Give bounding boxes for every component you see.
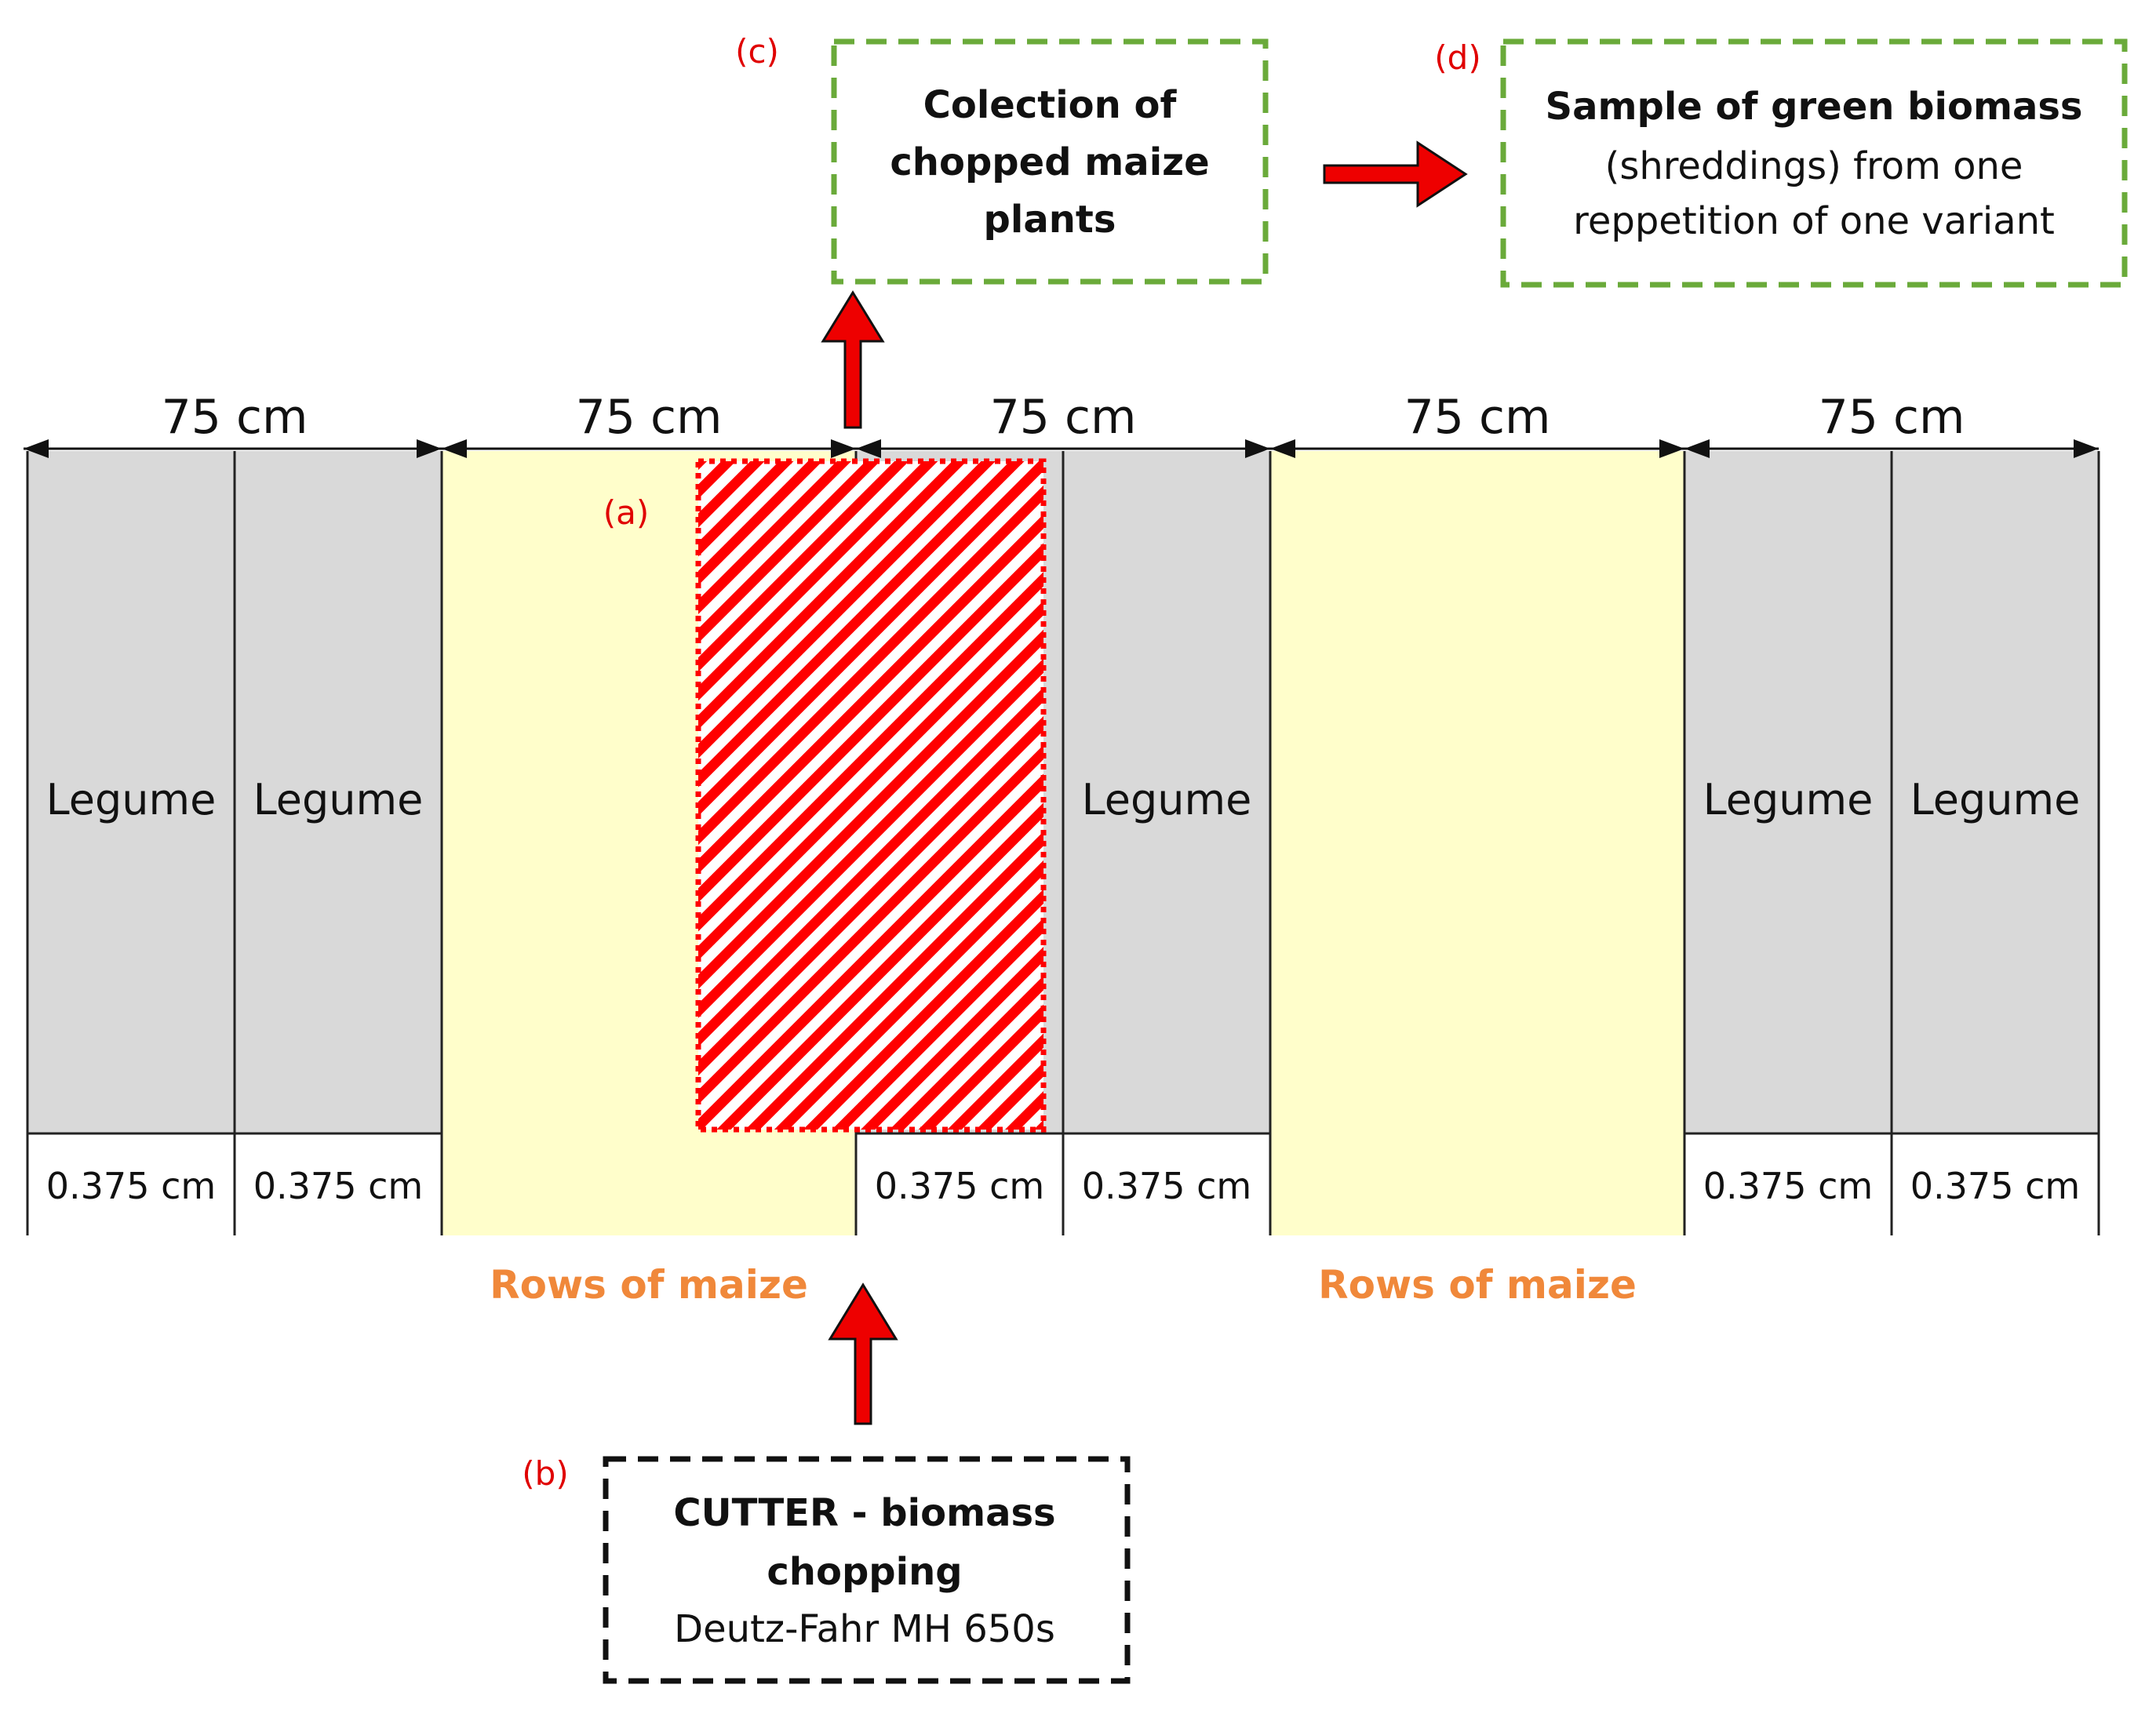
dimension-arrowhead <box>1270 439 1295 458</box>
legume-column-4 <box>1063 451 1270 1133</box>
tag-d: (d) <box>1434 38 1480 77</box>
dimension-label: 75 cm <box>162 390 308 445</box>
box-d-line3: reppetition of one variant <box>1573 199 2055 243</box>
legume-column-5 <box>1684 451 1892 1133</box>
box-d-text: Sample of green biomass (shreddings) fro… <box>1546 85 2083 243</box>
box-b-cutter <box>603 1456 1131 1684</box>
box-b-line3: Deutz-Fahr MH 650s <box>674 1607 1055 1651</box>
tag-b: (b) <box>522 1454 568 1493</box>
legume-labels: Legume Legume Legume Legume Legume <box>46 775 2081 824</box>
dimension-labels: 75 cm 75 cm 75 cm 75 cm 75 cm <box>162 390 1965 445</box>
box-c-line2: chopped maize <box>890 140 1209 184</box>
dimension-label: 75 cm <box>1819 390 1965 445</box>
dimension-arrowhead <box>1245 439 1270 458</box>
right-arrow-to-box-d <box>1323 140 1468 208</box>
legume-column-1 <box>27 451 235 1133</box>
box-b-line1: CUTTER - biomass <box>673 1491 1055 1535</box>
dimension-arrowhead <box>1659 439 1684 458</box>
box-d-line1: Sample of green biomass <box>1546 85 2083 129</box>
box-d-line2: (shreddings) from one <box>1605 144 2023 188</box>
width-label: 0.375 cm <box>1082 1165 1251 1207</box>
width-labels: 0.375 cm 0.375 cm 0.375 cm 0.375 cm 0.37… <box>46 1165 2080 1207</box>
maize-area-2 <box>1270 451 1684 1235</box>
box-c-line1: Colection of <box>923 83 1178 127</box>
dimension-arrowhead <box>2074 439 2099 458</box>
dimension-arrowhead <box>831 439 856 458</box>
width-label: 0.375 cm <box>253 1165 423 1207</box>
tag-a: (a) <box>603 493 650 532</box>
maize-label: Rows of maize <box>490 1262 808 1308</box>
dimension-arrowhead <box>24 439 49 458</box>
dimension-line <box>24 439 2099 458</box>
dimension-arrowhead <box>1684 439 1710 458</box>
cut-area-hatched <box>695 458 1047 1133</box>
legume-label: Legume <box>253 775 424 824</box>
dimension-arrowhead <box>417 439 442 458</box>
dimension-label: 75 cm <box>1404 390 1551 445</box>
box-b-line2: chopping <box>767 1550 962 1594</box>
legume-label: Legume <box>46 775 217 824</box>
up-arrow-from-box-b <box>828 1282 898 1425</box>
dimension-arrowhead <box>856 439 881 458</box>
dimension-label: 75 cm <box>990 390 1137 445</box>
maize-label: Rows of maize <box>1318 1262 1637 1308</box>
legume-label: Legume <box>1910 775 2081 824</box>
legume-column-6 <box>1892 451 2099 1133</box>
maize-labels: Rows of maize Rows of maize <box>490 1262 1637 1308</box>
box-d-sample <box>1500 38 2128 288</box>
width-label: 0.375 cm <box>1910 1165 2080 1207</box>
box-c-line3: plants <box>984 198 1116 242</box>
tag-c: (c) <box>735 32 779 71</box>
legume-column-2 <box>235 451 442 1133</box>
dimension-label: 75 cm <box>576 390 723 445</box>
legume-label: Legume <box>1703 775 1874 824</box>
up-arrow-to-box-c <box>821 290 885 429</box>
legume-label: Legume <box>1082 775 1252 824</box>
dimension-arrowhead <box>442 439 467 458</box>
box-b-text: CUTTER - biomass chopping Deutz-Fahr MH … <box>673 1491 1055 1651</box>
box-c-collection <box>831 38 1269 285</box>
width-label: 0.375 cm <box>46 1165 216 1207</box>
box-c-text: Colection of chopped maize plants <box>890 83 1209 242</box>
width-label: 0.375 cm <box>1703 1165 1873 1207</box>
width-label: 0.375 cm <box>875 1165 1044 1207</box>
